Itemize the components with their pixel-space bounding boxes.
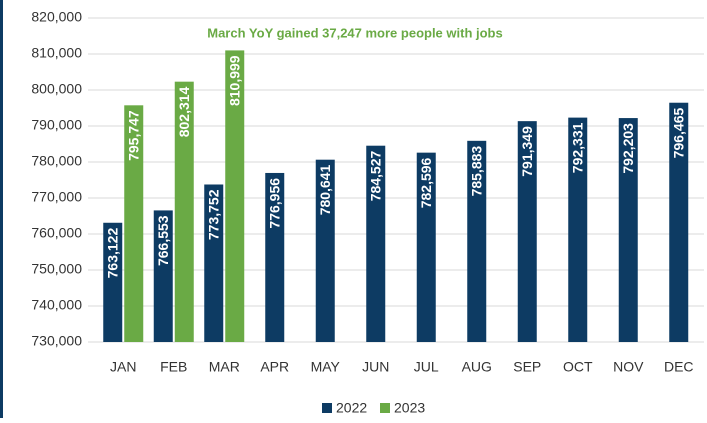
legend-label: 2022	[336, 400, 367, 416]
bar	[103, 222, 123, 342]
x-tick-label: OCT	[563, 359, 593, 375]
data-label: 776,956	[266, 178, 282, 229]
data-label: 766,553	[155, 215, 171, 266]
data-label: 785,883	[468, 146, 484, 197]
bar	[366, 145, 386, 342]
bar	[618, 118, 638, 342]
legend-label: 2023	[394, 400, 425, 416]
y-tick-label: 820,000	[31, 9, 82, 25]
data-label: 780,641	[317, 164, 333, 215]
x-tick-label: MAY	[311, 359, 341, 375]
legend-swatch	[380, 403, 390, 413]
data-label: 763,122	[104, 228, 120, 279]
y-tick-label: 760,000	[31, 225, 82, 241]
y-tick-label: 730,000	[31, 333, 82, 349]
x-tick-label: DEC	[664, 359, 694, 375]
data-label: 792,203	[620, 123, 636, 174]
bar	[568, 117, 588, 342]
data-label: 792,331	[569, 122, 585, 173]
data-label: 796,465	[670, 108, 686, 159]
x-tick-label: JAN	[110, 359, 136, 375]
data-label: 795,747	[125, 110, 141, 161]
bar	[204, 184, 224, 342]
bar	[669, 102, 689, 342]
y-tick-label: 810,000	[31, 45, 82, 61]
bar	[265, 172, 285, 342]
annotation: March YoY gained 37,247 more people with…	[207, 25, 502, 40]
data-label: 784,527	[367, 150, 383, 201]
data-label: 810,999	[226, 55, 242, 106]
y-tick-label: 750,000	[31, 261, 82, 277]
y-tick-label: 770,000	[31, 189, 82, 205]
bar	[174, 81, 194, 342]
frame-edge	[0, 0, 3, 418]
data-label: 773,752	[205, 189, 221, 240]
x-tick-label: NOV	[613, 359, 644, 375]
data-label: 782,596	[418, 157, 434, 208]
y-tick-label: 800,000	[31, 81, 82, 97]
y-tick-label: 790,000	[31, 117, 82, 133]
y-tick-label: 740,000	[31, 297, 82, 313]
legend-swatch	[322, 403, 332, 413]
bar	[517, 121, 537, 342]
x-tick-label: AUG	[462, 359, 492, 375]
x-tick-label: SEP	[513, 359, 541, 375]
bar	[124, 105, 144, 343]
x-tick-label: JUN	[362, 359, 389, 375]
bar	[467, 140, 487, 342]
x-tick-label: APR	[260, 359, 289, 375]
y-tick-label: 780,000	[31, 153, 82, 169]
x-tick-label: JUL	[414, 359, 439, 375]
x-tick-label: MAR	[209, 359, 240, 375]
bar	[153, 210, 173, 342]
x-tick-label: FEB	[160, 359, 187, 375]
bar	[225, 50, 245, 343]
data-label: 791,349	[519, 126, 535, 177]
bar	[416, 152, 436, 342]
bar	[315, 159, 335, 342]
data-label: 802,314	[176, 86, 192, 137]
